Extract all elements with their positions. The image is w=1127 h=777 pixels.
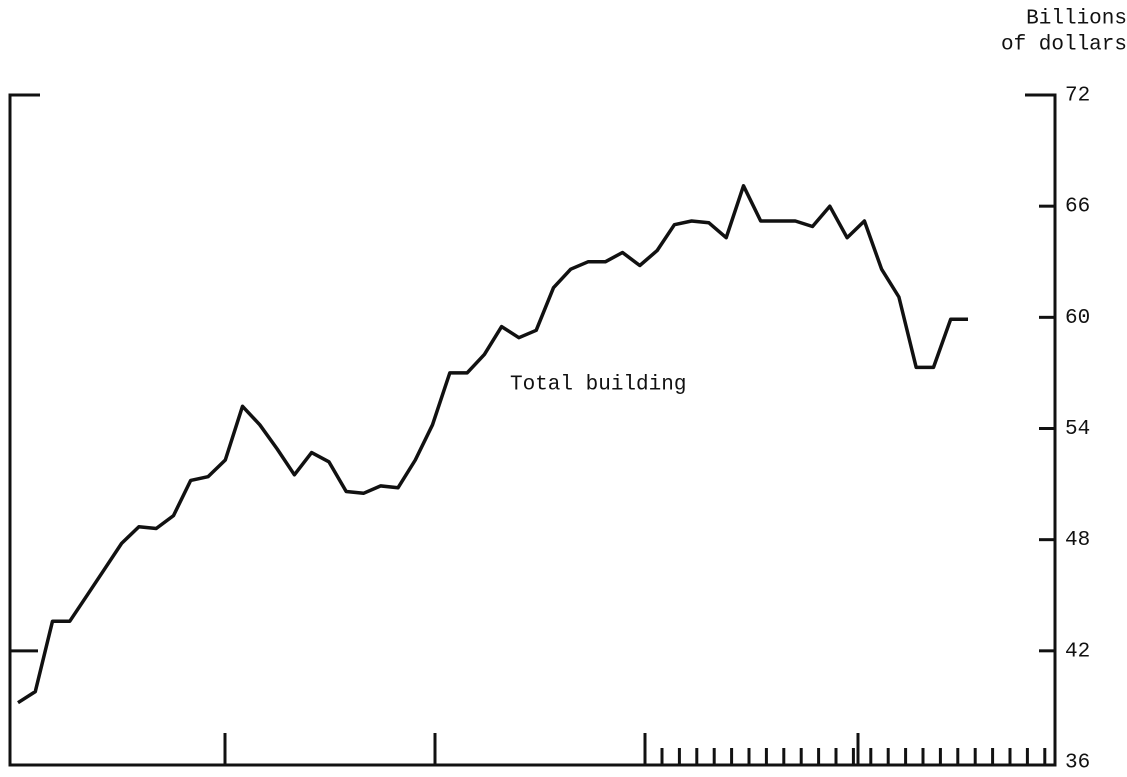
y-tick-label: 66 bbox=[1065, 196, 1090, 219]
frame bbox=[8, 93, 1057, 767]
y-tick-label: 42 bbox=[1065, 640, 1090, 663]
y-tick-label: 54 bbox=[1065, 418, 1090, 441]
minor-ticks bbox=[660, 748, 1047, 765]
data-line bbox=[17, 184, 968, 705]
y-tick-label: 48 bbox=[1065, 529, 1090, 552]
y-axis-label: of dollars bbox=[1001, 34, 1127, 57]
y-tick-label: 72 bbox=[1065, 85, 1090, 108]
y-tick-label: 60 bbox=[1065, 307, 1090, 330]
y-axis-label: Billions bbox=[1026, 8, 1127, 31]
annotation: Total building bbox=[510, 374, 686, 397]
y-tick-label: 36 bbox=[1065, 752, 1090, 775]
